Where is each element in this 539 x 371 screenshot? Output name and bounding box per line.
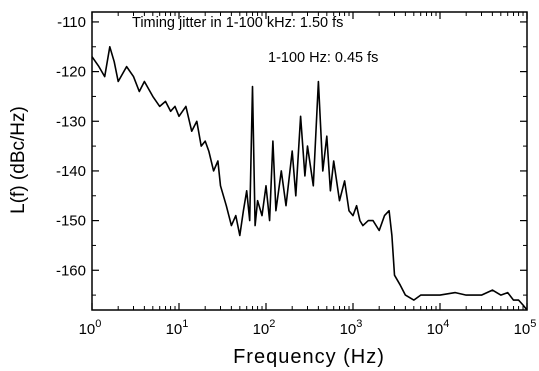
y-tick-label-4: -150	[56, 213, 86, 230]
y-tick-label-3: -140	[56, 163, 86, 180]
x-tick-label-2: 102	[253, 318, 276, 338]
y-tick-label-5: -160	[56, 262, 86, 279]
x-tick-label-0: 100	[79, 318, 102, 338]
series-layer	[91, 45, 528, 311]
label-layer: 100 101 102 103 104 105 -110 -120 -130 -140 -150 -1…	[56, 14, 536, 338]
y-tick-label-0: -110	[57, 14, 86, 31]
annotation-timing-jitter-hz: 1-100 Hz: 0.45 fs	[268, 50, 378, 66]
plot-frame	[91, 11, 528, 311]
y-tick-label-1: -120	[56, 64, 86, 81]
phase-noise-line-0	[91, 45, 528, 311]
tick-layer	[91, 12, 528, 310]
y-tick-label-2: -130	[56, 113, 86, 130]
x-tick-label-5: 105	[514, 318, 537, 338]
x-tick-label-1: 101	[166, 318, 189, 338]
annotation-timing-jitter-khz: Timing jitter in 1-100 kHz: 1.50 fs	[132, 15, 343, 31]
x-tick-label-4: 104	[427, 318, 450, 338]
x-axis-title: Frequency (Hz)	[233, 346, 385, 368]
y-axis-title: L(f) (dBc/Hz)	[8, 106, 29, 214]
x-tick-label-3: 103	[340, 318, 363, 338]
